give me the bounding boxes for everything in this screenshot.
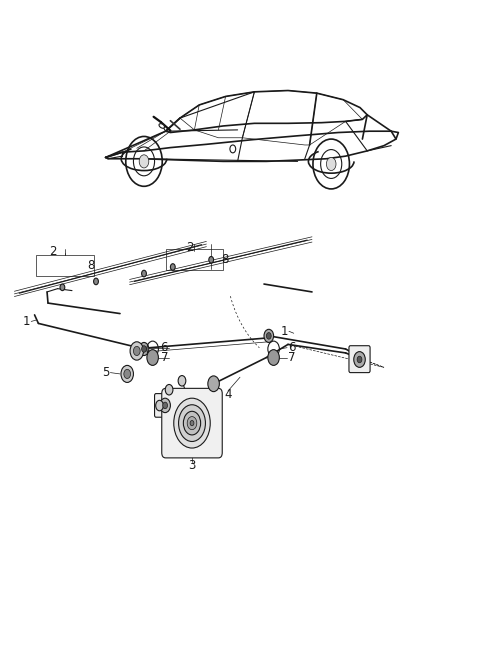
Ellipse shape bbox=[159, 124, 165, 128]
Text: 3: 3 bbox=[188, 459, 196, 472]
Circle shape bbox=[160, 398, 170, 413]
Circle shape bbox=[264, 329, 274, 342]
Text: 8: 8 bbox=[221, 253, 228, 266]
Circle shape bbox=[147, 350, 158, 365]
Circle shape bbox=[179, 405, 205, 441]
Text: 5: 5 bbox=[102, 366, 109, 379]
Text: 8: 8 bbox=[87, 258, 95, 272]
Circle shape bbox=[165, 384, 173, 395]
Circle shape bbox=[121, 365, 133, 382]
FancyBboxPatch shape bbox=[155, 394, 176, 417]
Circle shape bbox=[190, 420, 194, 426]
Circle shape bbox=[208, 376, 219, 392]
Circle shape bbox=[326, 157, 336, 171]
Text: 6: 6 bbox=[288, 341, 296, 354]
Bar bbox=[166, 249, 223, 270]
FancyBboxPatch shape bbox=[349, 346, 370, 373]
Circle shape bbox=[130, 342, 144, 360]
Bar bbox=[36, 255, 94, 276]
Circle shape bbox=[124, 369, 131, 379]
Circle shape bbox=[170, 264, 175, 270]
Circle shape bbox=[209, 256, 214, 263]
Text: 2: 2 bbox=[49, 245, 57, 258]
Circle shape bbox=[139, 155, 149, 168]
Circle shape bbox=[268, 350, 279, 365]
Circle shape bbox=[133, 346, 140, 356]
Circle shape bbox=[142, 346, 146, 352]
Circle shape bbox=[60, 284, 65, 291]
Text: 6: 6 bbox=[160, 341, 168, 354]
Text: 4: 4 bbox=[224, 388, 232, 401]
Circle shape bbox=[156, 400, 163, 411]
Circle shape bbox=[139, 342, 149, 356]
Circle shape bbox=[183, 411, 201, 435]
Circle shape bbox=[178, 376, 186, 386]
Circle shape bbox=[94, 278, 98, 285]
Text: 2: 2 bbox=[186, 241, 193, 255]
Text: 1: 1 bbox=[280, 325, 288, 338]
Circle shape bbox=[357, 356, 362, 363]
Circle shape bbox=[266, 333, 271, 339]
Text: 1: 1 bbox=[22, 315, 30, 328]
Text: 7: 7 bbox=[160, 351, 168, 364]
FancyBboxPatch shape bbox=[162, 388, 222, 458]
Text: 7: 7 bbox=[288, 351, 296, 364]
Circle shape bbox=[187, 417, 197, 430]
Circle shape bbox=[142, 270, 146, 277]
Circle shape bbox=[163, 402, 168, 409]
Circle shape bbox=[354, 352, 365, 367]
Circle shape bbox=[174, 398, 210, 448]
